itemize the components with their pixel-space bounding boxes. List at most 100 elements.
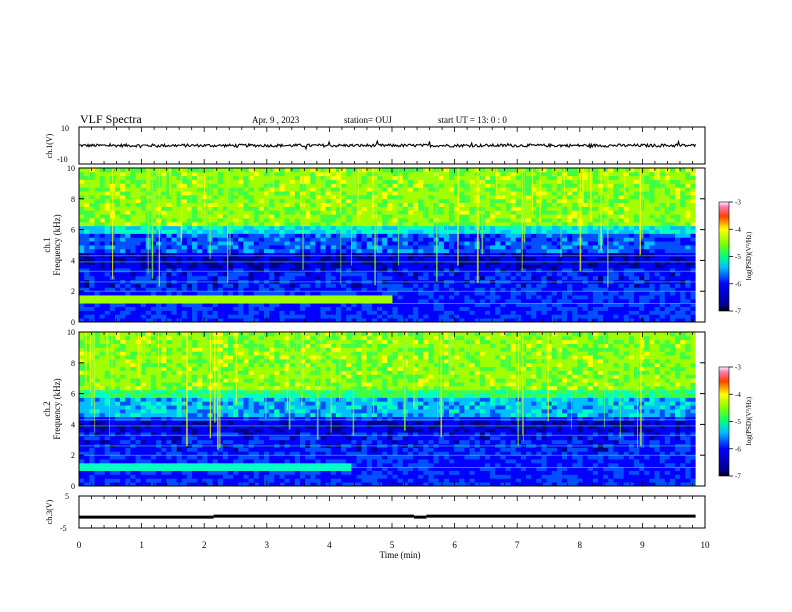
spectrogram-cell <box>572 168 578 173</box>
spectrogram-cell <box>305 318 311 323</box>
spectrogram-cell <box>171 268 178 273</box>
spectrogram-cell <box>135 306 142 311</box>
spectrogram-cell <box>413 202 419 207</box>
spectrogram-cell <box>145 179 152 184</box>
spectrogram-cell <box>639 260 645 265</box>
spectrogram-cell <box>176 194 183 200</box>
spectrogram-cell <box>520 252 527 257</box>
spectrogram-cell <box>397 175 404 180</box>
spectrogram-cell <box>197 295 203 300</box>
spectrogram-cell <box>618 306 625 311</box>
spectrogram-cell <box>484 482 491 487</box>
spectrogram-cell <box>294 245 301 250</box>
spectrogram-cell <box>464 275 470 281</box>
spectrogram-cell <box>305 260 311 265</box>
spectrogram-cell <box>397 198 404 204</box>
spectrogram-cell <box>459 314 465 319</box>
spectrogram-cell <box>649 248 655 254</box>
spectrogram-spike <box>272 168 274 193</box>
spectrogram-cell <box>448 256 455 261</box>
spectrogram-cell <box>685 218 691 223</box>
spectrogram-cell <box>536 168 542 173</box>
spectrogram-cell <box>145 221 152 227</box>
spectrogram-cell <box>263 225 270 230</box>
spectrogram-cell <box>335 179 342 184</box>
spectrogram-cell <box>130 179 136 184</box>
spectrogram-cell <box>161 291 167 296</box>
spectrogram-cell <box>633 202 640 207</box>
spectrogram-cell <box>628 225 635 230</box>
spectrogram-cell <box>454 233 460 238</box>
spectrogram-cell <box>150 260 157 265</box>
spectrogram-cell <box>526 291 532 296</box>
spectrogram-cell <box>299 302 306 307</box>
spectrogram-cell <box>669 310 676 315</box>
spectrogram-cell <box>335 295 342 300</box>
spectrogram-cell <box>526 298 532 304</box>
spectrogram-cell <box>402 298 409 304</box>
spectrogram-cell <box>587 291 594 296</box>
spectrogram-cell <box>320 198 327 204</box>
spectrogram-cell <box>664 225 671 230</box>
spectrogram-cell <box>423 268 429 273</box>
spectrogram-cell <box>407 202 414 207</box>
spectrogram-cell <box>608 252 614 257</box>
spectrogram-cell <box>680 206 686 211</box>
spectrogram-cell <box>479 302 486 307</box>
spectrogram-cell <box>413 245 419 250</box>
spectrogram-cell <box>341 229 347 234</box>
spectrogram-spike <box>563 168 565 202</box>
spectrogram-cell <box>99 198 106 204</box>
spectrogram-cell <box>263 298 270 304</box>
spectrogram-cell <box>541 252 547 257</box>
spectrogram-cell <box>649 241 655 246</box>
spectrogram-cell <box>186 210 193 215</box>
spectrogram-cell <box>669 237 676 242</box>
spectrogram-cell <box>284 302 291 307</box>
spectrogram-cell <box>597 291 604 296</box>
spectrogram-cell <box>351 179 357 184</box>
spectrogram-cell <box>104 214 111 219</box>
spectrogram-cell <box>330 260 337 265</box>
spectrogram-cell <box>161 271 167 277</box>
spectrogram-cell <box>623 229 630 234</box>
spectrogram-cell <box>150 275 157 281</box>
spectrogram-cell <box>269 306 275 311</box>
spectrogram-cell <box>592 252 599 257</box>
spectrogram-cell <box>130 218 136 223</box>
spectrogram-cell <box>351 283 357 288</box>
spectrogram-cell <box>387 229 393 234</box>
spectrogram-cell <box>520 233 527 238</box>
spectrogram-cell <box>114 171 121 177</box>
spectrogram-cell <box>618 168 625 173</box>
spectrogram-cell <box>675 291 681 296</box>
spectrogram-cell <box>520 302 527 307</box>
spectrogram-cell <box>263 275 270 281</box>
spectrogram-cell <box>664 260 671 265</box>
spectrogram-cell <box>94 241 100 246</box>
spectrogram-cell <box>202 221 208 227</box>
spectrogram-cell <box>644 306 650 311</box>
spectrogram-cell <box>572 252 578 257</box>
spectrogram-cell <box>582 221 589 227</box>
spectrogram-cell <box>109 318 116 323</box>
spectrogram-cell <box>135 206 142 211</box>
spectrogram-cell <box>366 318 373 323</box>
spectrogram-cell <box>145 194 152 200</box>
spectrogram-cell <box>335 298 342 304</box>
spectrogram-cell <box>253 191 260 196</box>
spectrogram-cell <box>531 229 537 234</box>
spectrogram-cell <box>356 171 363 177</box>
spectrogram-cell <box>454 229 460 234</box>
ch1-waveform-panel: 10 -10 ch.1(V) <box>45 124 706 165</box>
spectrogram-cell <box>253 214 260 219</box>
spectrogram-cell <box>531 171 537 177</box>
spectrogram-cell <box>212 225 219 230</box>
spectrogram-cell <box>526 229 532 234</box>
spectrogram-cell <box>618 287 625 292</box>
spectrogram-cell <box>515 241 522 246</box>
spectrogram-cell <box>94 225 100 230</box>
spectrogram-cell <box>181 237 188 242</box>
spectrogram-cell <box>289 218 296 223</box>
spectrogram-cell <box>202 302 208 307</box>
